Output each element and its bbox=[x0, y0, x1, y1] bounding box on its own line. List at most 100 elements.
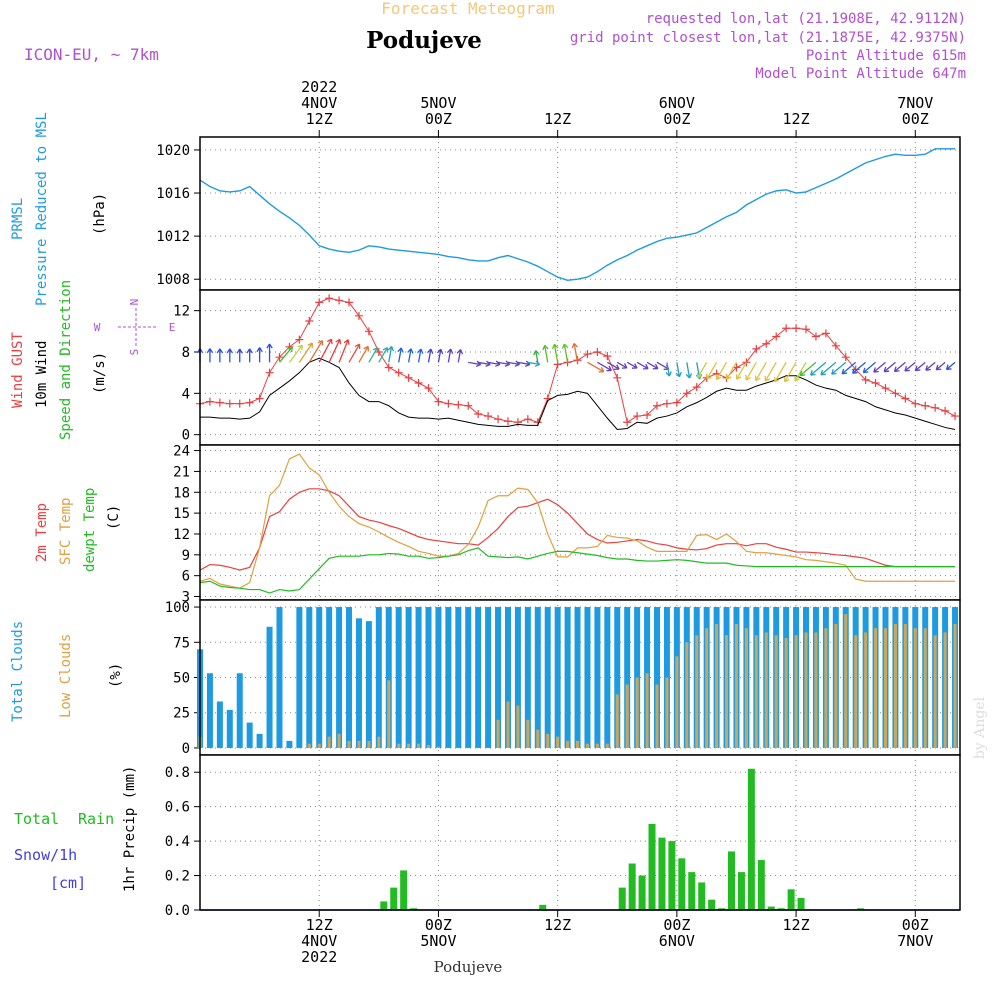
dewpt-line bbox=[199, 547, 956, 594]
wind-arrow bbox=[417, 348, 422, 363]
y-tick-label: 1012 bbox=[156, 229, 190, 245]
total-clouds-bar bbox=[564, 607, 571, 748]
wind-gust-point bbox=[643, 411, 652, 420]
wind-gust-point bbox=[464, 401, 473, 410]
wind-gust-point bbox=[752, 344, 761, 353]
wind-arrow bbox=[527, 361, 540, 366]
low-clouds-bar bbox=[675, 656, 679, 748]
wind-arrow-head bbox=[725, 374, 732, 380]
rain-bar bbox=[737, 872, 745, 910]
time-label: 00Z bbox=[902, 110, 929, 128]
wind-arrow bbox=[914, 361, 926, 372]
wind-arrow bbox=[745, 362, 757, 381]
y-tick-label: 0.0 bbox=[165, 903, 190, 919]
wind-gust-point bbox=[474, 410, 483, 418]
wind-gust-point bbox=[245, 398, 254, 407]
wind-gust-point bbox=[225, 399, 234, 408]
low-clouds-bar bbox=[556, 736, 560, 748]
low-clouds-bar bbox=[665, 677, 669, 748]
low-clouds-bar bbox=[417, 743, 421, 748]
wind-gust-point bbox=[672, 398, 681, 407]
wind-arrow-head bbox=[436, 348, 444, 355]
wind-arrow bbox=[308, 340, 323, 363]
wind-arrow bbox=[573, 343, 579, 363]
precip-unit: 1hr Precip (mm) bbox=[122, 766, 138, 892]
time-label: 00Z bbox=[902, 916, 929, 934]
wind-arrow bbox=[883, 361, 896, 373]
rain-bar bbox=[718, 908, 726, 910]
wind-arrow bbox=[925, 361, 936, 371]
low-clouds-bar bbox=[377, 736, 381, 748]
low-clouds-bar bbox=[566, 740, 570, 748]
low-clouds-bar bbox=[327, 736, 331, 748]
rain-bar bbox=[628, 863, 636, 910]
rain-bar bbox=[688, 872, 696, 910]
chart-title: Forecast Meteogram bbox=[381, 0, 554, 18]
point-altitude: Point Altitude 615m bbox=[806, 48, 966, 64]
wind-arrow-head bbox=[256, 347, 263, 353]
y-tick-label: 6 bbox=[182, 569, 190, 585]
rain-bar bbox=[857, 908, 865, 910]
low-clouds-bar bbox=[585, 743, 589, 748]
compass-n: N bbox=[128, 299, 141, 306]
rain-bar bbox=[410, 908, 418, 910]
wind-arrow-head bbox=[925, 365, 931, 371]
wind-arrow-head bbox=[945, 364, 952, 371]
total-clouds-bar bbox=[475, 607, 482, 748]
total-clouds-bar bbox=[465, 607, 472, 748]
wind-arrow bbox=[437, 349, 442, 363]
wind-gust-point bbox=[692, 383, 701, 392]
wind-gust-point bbox=[821, 329, 830, 338]
wind-arrow-head bbox=[206, 348, 214, 354]
wind-arrow-head bbox=[665, 371, 672, 377]
wind-gust-point bbox=[374, 348, 383, 356]
wind-arrow bbox=[810, 361, 827, 376]
wind-arrow bbox=[407, 348, 412, 363]
wind-arrow bbox=[656, 361, 670, 370]
compass-w: W bbox=[94, 321, 101, 334]
total-clouds-bar bbox=[355, 618, 362, 748]
total-clouds-bar bbox=[346, 607, 353, 748]
low-clouds-bar bbox=[496, 719, 500, 748]
total-clouds-bar bbox=[256, 733, 263, 748]
model-point-altitude: Model Point Altitude 647m bbox=[755, 66, 966, 82]
wind-arrow bbox=[716, 362, 728, 380]
wind-gust-point bbox=[255, 394, 264, 403]
wind-arrow bbox=[799, 361, 817, 377]
plot-frame bbox=[199, 754, 961, 911]
y-tick-label: 21 bbox=[173, 464, 190, 480]
wind-gust-point bbox=[881, 384, 890, 393]
prmsl-unit: (hPa) bbox=[92, 193, 108, 235]
wind-arrow-head bbox=[764, 376, 771, 382]
wind-gust-point bbox=[315, 298, 324, 307]
y-tick-label: 3 bbox=[182, 590, 190, 606]
credit: by Angel bbox=[972, 696, 988, 759]
total-clouds-bar bbox=[425, 607, 432, 748]
total-clouds-bar bbox=[534, 607, 541, 748]
total-clouds-bar bbox=[514, 607, 521, 748]
total-clouds-bar bbox=[554, 607, 561, 748]
precip-rain-label: Rain bbox=[78, 810, 114, 828]
time-label: 12Z bbox=[544, 110, 571, 128]
time-label: 12Z bbox=[783, 916, 810, 934]
requested-location: requested lon,lat (21.1908E, 42.9112N) bbox=[646, 11, 966, 27]
wind-arrow bbox=[544, 345, 549, 363]
wind-arrow-head bbox=[820, 369, 826, 376]
low-clouds-bar bbox=[615, 694, 619, 748]
y-tick-label: 0 bbox=[182, 428, 190, 444]
wind-arrow bbox=[706, 362, 718, 380]
wind-arrow-head bbox=[715, 374, 722, 381]
wind-arrow-head bbox=[382, 346, 389, 353]
y-tick-label: 4 bbox=[182, 386, 190, 402]
wind-gust-point bbox=[414, 379, 423, 387]
rain-bar bbox=[757, 860, 765, 910]
wind-arrow-head bbox=[287, 346, 293, 353]
low-clouds-bar bbox=[834, 623, 838, 748]
compass-icon: N S W E bbox=[94, 299, 176, 356]
total-clouds-bar bbox=[336, 607, 343, 748]
wind-gust-point bbox=[633, 412, 642, 421]
plot-area bbox=[200, 290, 960, 445]
low-clouds-bar bbox=[953, 623, 957, 748]
wind-arrow-head bbox=[706, 373, 712, 380]
rain-bar bbox=[390, 887, 398, 910]
